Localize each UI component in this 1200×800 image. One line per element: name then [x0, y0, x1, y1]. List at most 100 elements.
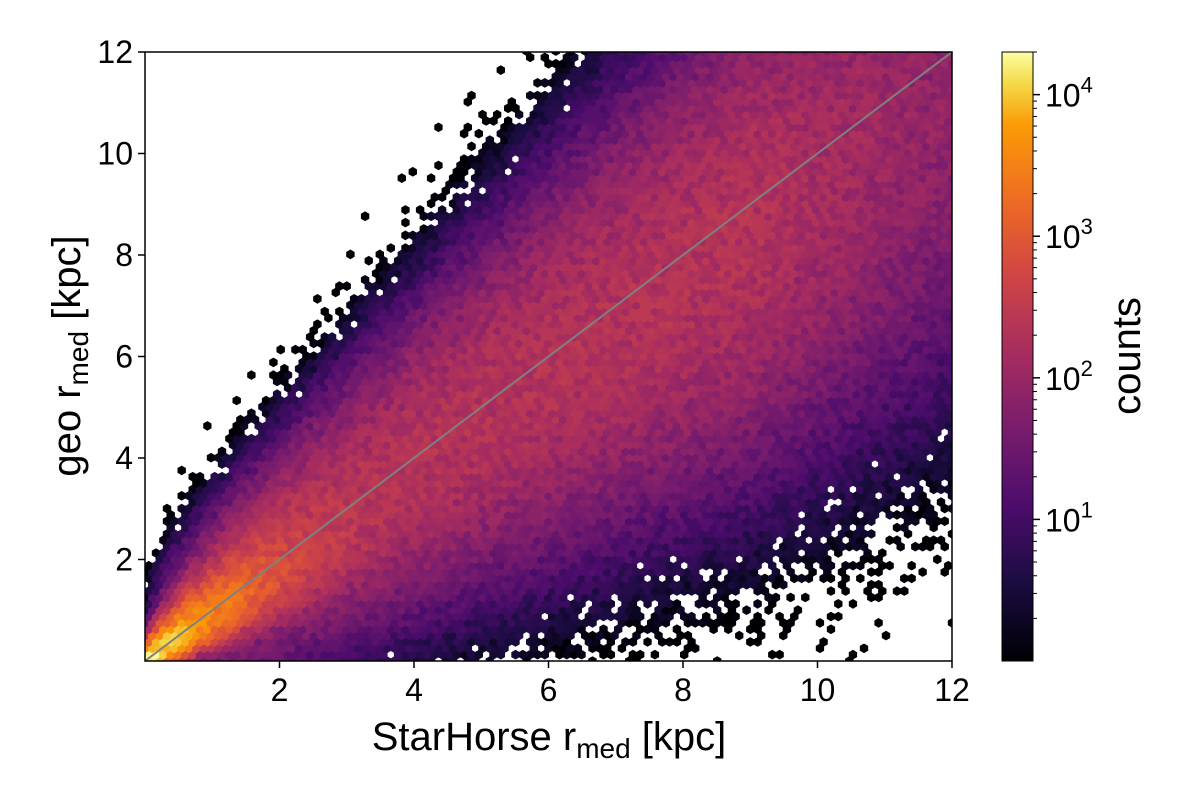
hex-cell	[206, 579, 216, 590]
hex-cell	[243, 567, 252, 577]
hex-cell	[735, 579, 744, 590]
hex-cell	[859, 643, 869, 654]
hex-cell	[276, 599, 285, 609]
hex-cell	[753, 624, 762, 635]
hex-cell	[658, 599, 667, 609]
hex-cell	[368, 554, 377, 565]
hex-cell	[731, 560, 740, 571]
hex-cell	[188, 586, 197, 596]
hex-cell	[654, 567, 663, 577]
hex-cell	[496, 649, 505, 660]
hex-cell	[331, 630, 340, 641]
hex-cell	[907, 560, 916, 571]
hex-cell	[515, 554, 524, 565]
hex-cell	[731, 611, 740, 622]
hex-cell	[368, 579, 377, 590]
hex-cell	[316, 579, 326, 590]
hex-cell	[184, 541, 194, 552]
hex-cell	[687, 637, 696, 647]
hex-cell	[192, 630, 201, 641]
hex-cell	[269, 586, 278, 596]
hex-cell	[661, 579, 671, 590]
hex-cell	[254, 560, 263, 571]
hex-cell	[639, 567, 649, 577]
hex-cell	[559, 554, 568, 565]
hex-cell	[691, 579, 700, 590]
hex-cell	[291, 611, 300, 622]
hex-cell	[170, 592, 179, 603]
hex-cell	[195, 599, 205, 609]
hex-cell	[716, 586, 726, 596]
hex-cell	[346, 592, 355, 603]
hex-cell	[474, 611, 483, 622]
hex-cell	[757, 579, 766, 590]
hex-cell	[221, 630, 230, 641]
hex-cell	[291, 548, 300, 558]
hex-cell	[643, 586, 652, 596]
hex-cell	[430, 599, 439, 609]
hex-cell	[415, 586, 425, 596]
hex-cell	[526, 649, 535, 660]
hex-cell	[511, 548, 520, 558]
hex-cell	[614, 611, 623, 622]
hex-cell	[500, 554, 509, 565]
hex-cell	[346, 579, 355, 590]
hex-cell	[360, 579, 370, 590]
hex-cell	[382, 554, 392, 565]
hex-cell	[603, 567, 612, 577]
hex-cell	[276, 611, 285, 622]
hex-cell	[173, 624, 183, 635]
hex-cell	[511, 611, 520, 622]
hex-cell	[382, 592, 392, 603]
hex-cell	[463, 567, 472, 577]
hex-cell	[474, 560, 483, 571]
hex-cell	[221, 592, 230, 603]
hex-cell	[177, 541, 186, 552]
hex-cell	[533, 624, 542, 635]
hex-cell	[595, 592, 604, 603]
hex-cell	[203, 421, 212, 431]
hex-cell	[401, 560, 410, 571]
hex-cell	[313, 573, 322, 584]
hex-cell	[412, 554, 421, 565]
hex-cell	[570, 611, 579, 622]
hex-cell	[738, 560, 748, 571]
hex-cell	[349, 548, 359, 558]
hex-cell	[151, 611, 161, 622]
hex-cell	[331, 643, 340, 654]
hex-cell	[452, 586, 461, 596]
hex-cell	[493, 567, 502, 577]
hex-cell	[445, 560, 454, 571]
hex-cell	[423, 637, 432, 647]
hex-cell	[188, 573, 197, 584]
hex-cell	[588, 554, 597, 565]
hex-cell	[768, 649, 777, 660]
hex-cell	[482, 560, 491, 571]
hex-cell	[353, 579, 362, 590]
hex-cell	[206, 567, 216, 577]
hex-cell	[291, 637, 300, 647]
hex-cell	[518, 611, 527, 622]
hex-cell	[302, 579, 311, 590]
hex-cell	[415, 560, 425, 571]
hex-cell	[482, 611, 491, 622]
hex-cell	[489, 637, 498, 647]
hex-cell	[250, 592, 260, 603]
hex-cell	[203, 586, 212, 596]
hex-cell	[401, 586, 410, 596]
hex-cell	[349, 586, 359, 596]
hex-cell	[764, 554, 773, 565]
hex-cell	[434, 567, 443, 577]
hex-cell	[145, 613, 146, 620]
hex-cell	[595, 567, 604, 577]
hex-cell	[588, 630, 597, 641]
hex-cell	[393, 624, 403, 635]
hex-cell	[397, 579, 406, 590]
hex-cell	[592, 599, 601, 609]
hex-cell	[463, 643, 472, 654]
hex-cell	[335, 611, 344, 622]
hex-cell	[331, 579, 340, 590]
hex-cell	[775, 548, 784, 558]
hex-cell	[724, 624, 733, 635]
hex-cell	[261, 586, 271, 596]
